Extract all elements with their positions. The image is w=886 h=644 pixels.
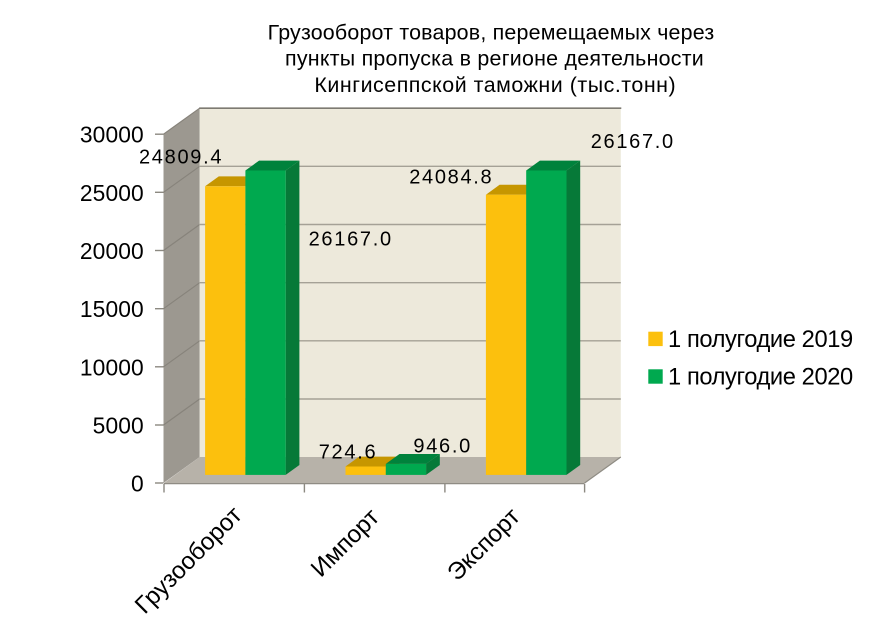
svg-text:5000: 5000 bbox=[93, 413, 144, 439]
svg-text:0: 0 bbox=[131, 471, 144, 497]
svg-text:Кингисеппской таможни (тыс.тон: Кингисеппской таможни (тыс.тонн) bbox=[314, 73, 676, 97]
svg-text:Экспорт: Экспорт bbox=[442, 503, 525, 586]
svg-text:26167.0: 26167.0 bbox=[309, 229, 393, 251]
svg-text:1 полугодие 2020: 1 полугодие 2020 bbox=[668, 365, 853, 391]
svg-text:24084.8: 24084.8 bbox=[409, 167, 493, 189]
svg-text:Грузооборот товаров, перемещае: Грузооборот товаров, перемещаемых через bbox=[268, 21, 715, 45]
svg-text:10000: 10000 bbox=[80, 354, 144, 380]
svg-text:30000: 30000 bbox=[80, 122, 144, 148]
svg-text:Грузооборот: Грузооборот bbox=[130, 502, 248, 620]
svg-text:25000: 25000 bbox=[80, 180, 144, 206]
svg-text:пункты пропуска в регионе деят: пункты пропуска в регионе деятельности bbox=[285, 47, 704, 71]
svg-text:Импорт: Импорт bbox=[306, 504, 385, 583]
svg-text:1 полугодие 2019: 1 полугодие 2019 bbox=[668, 327, 853, 353]
svg-text:724.6: 724.6 bbox=[319, 441, 378, 463]
svg-text:20000: 20000 bbox=[80, 238, 144, 264]
svg-text:946.0: 946.0 bbox=[413, 436, 472, 458]
svg-text:24809.4: 24809.4 bbox=[139, 146, 223, 168]
svg-text:26167.0: 26167.0 bbox=[591, 131, 675, 153]
svg-text:15000: 15000 bbox=[80, 296, 144, 322]
